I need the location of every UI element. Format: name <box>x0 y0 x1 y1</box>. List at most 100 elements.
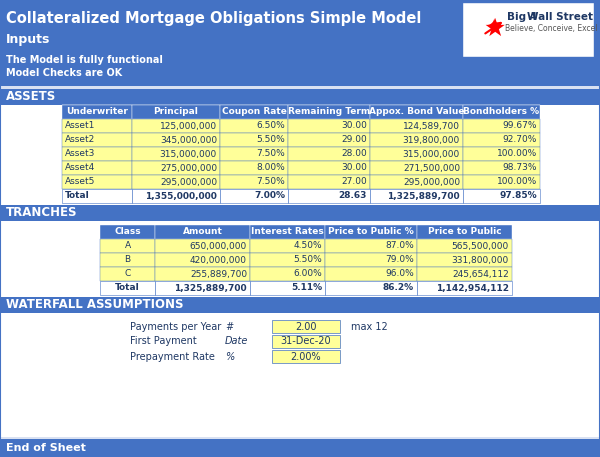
Text: 2.00%: 2.00% <box>290 351 322 361</box>
Text: 319,800,000: 319,800,000 <box>403 135 460 144</box>
Bar <box>417 225 512 239</box>
Text: 30.00: 30.00 <box>341 122 367 131</box>
Text: B: B <box>124 255 131 265</box>
Bar <box>288 133 370 147</box>
Text: Remaining Term: Remaining Term <box>288 107 370 117</box>
Text: End of Sheet: End of Sheet <box>6 443 86 453</box>
Text: 345,000,000: 345,000,000 <box>160 135 217 144</box>
Bar <box>463 105 540 119</box>
Text: Collateralized Mortgage Obligations Simple Model: Collateralized Mortgage Obligations Simp… <box>6 11 421 27</box>
Bar <box>462 2 594 57</box>
Text: 315,000,000: 315,000,000 <box>403 149 460 159</box>
Bar <box>62 161 132 175</box>
Bar <box>220 119 288 133</box>
Bar <box>0 48 600 86</box>
Bar <box>463 119 540 133</box>
Bar <box>250 267 325 281</box>
Bar <box>132 147 220 161</box>
Bar <box>62 133 132 147</box>
Bar <box>62 189 132 203</box>
Text: Interest Rates: Interest Rates <box>251 228 324 237</box>
Text: C: C <box>124 270 131 278</box>
Text: 6.00%: 6.00% <box>293 270 322 278</box>
Text: 565,500,000: 565,500,000 <box>452 241 509 250</box>
Text: 124,589,700: 124,589,700 <box>403 122 460 131</box>
Bar <box>155 225 250 239</box>
Bar <box>250 281 325 295</box>
Bar <box>417 267 512 281</box>
Bar <box>272 320 340 333</box>
Text: Price to Public %: Price to Public % <box>328 228 414 237</box>
Text: 5.50%: 5.50% <box>256 135 285 144</box>
Text: 1,355,000,000: 1,355,000,000 <box>145 191 217 201</box>
Bar <box>155 267 250 281</box>
Text: 271,500,000: 271,500,000 <box>403 164 460 172</box>
Text: TRANCHES: TRANCHES <box>6 207 77 219</box>
Text: Inputs: Inputs <box>6 32 50 46</box>
Bar <box>100 267 155 281</box>
Bar <box>100 225 155 239</box>
Bar <box>288 119 370 133</box>
Bar <box>220 147 288 161</box>
Text: A: A <box>124 241 131 250</box>
Bar <box>370 161 463 175</box>
Text: Asset3: Asset3 <box>65 149 95 159</box>
Bar <box>0 0 600 30</box>
Bar <box>370 119 463 133</box>
Text: Asset5: Asset5 <box>65 177 95 186</box>
Text: 99.67%: 99.67% <box>503 122 537 131</box>
Bar <box>0 205 600 221</box>
Bar <box>250 239 325 253</box>
Bar <box>100 253 155 267</box>
Bar <box>288 189 370 203</box>
Bar <box>288 147 370 161</box>
Text: 27.00: 27.00 <box>341 177 367 186</box>
Text: 1,142,954,112: 1,142,954,112 <box>436 283 509 292</box>
Bar <box>0 297 600 313</box>
Text: 28.00: 28.00 <box>341 149 367 159</box>
Text: Coupon Rate: Coupon Rate <box>221 107 286 117</box>
Text: 97.85%: 97.85% <box>499 191 537 201</box>
Text: Date: Date <box>225 336 248 346</box>
Text: 125,000,000: 125,000,000 <box>160 122 217 131</box>
Text: 7.00%: 7.00% <box>254 191 285 201</box>
Text: 5.50%: 5.50% <box>293 255 322 265</box>
Text: 98.73%: 98.73% <box>503 164 537 172</box>
Text: 30.00: 30.00 <box>341 164 367 172</box>
Bar <box>155 253 250 267</box>
Bar <box>325 225 417 239</box>
Text: 1,325,889,700: 1,325,889,700 <box>175 283 247 292</box>
Bar <box>220 133 288 147</box>
Bar <box>0 30 600 48</box>
Bar <box>100 239 155 253</box>
Bar <box>132 105 220 119</box>
Text: 255,889,700: 255,889,700 <box>190 270 247 278</box>
Bar <box>0 439 600 457</box>
Bar <box>0 89 600 105</box>
Text: %: % <box>225 351 234 361</box>
Text: 100.00%: 100.00% <box>497 149 537 159</box>
Text: Appox. Bond Value: Appox. Bond Value <box>369 107 464 117</box>
Bar <box>250 225 325 239</box>
Bar <box>62 105 540 119</box>
Text: 295,000,000: 295,000,000 <box>403 177 460 186</box>
Text: 7.50%: 7.50% <box>256 149 285 159</box>
Bar <box>132 189 220 203</box>
Bar <box>0 86 600 89</box>
Bar <box>0 437 600 440</box>
Text: Class: Class <box>114 228 141 237</box>
Bar <box>370 189 463 203</box>
Bar <box>272 350 340 363</box>
Text: 100.00%: 100.00% <box>497 177 537 186</box>
Bar <box>463 147 540 161</box>
Text: 79.0%: 79.0% <box>385 255 414 265</box>
Text: 8.00%: 8.00% <box>256 164 285 172</box>
Bar <box>100 281 155 295</box>
Bar <box>370 105 463 119</box>
Text: 315,000,000: 315,000,000 <box>160 149 217 159</box>
Bar <box>325 253 417 267</box>
Text: Total: Total <box>65 191 90 201</box>
Bar <box>325 267 417 281</box>
Bar <box>220 189 288 203</box>
Text: Big 4: Big 4 <box>507 12 537 22</box>
